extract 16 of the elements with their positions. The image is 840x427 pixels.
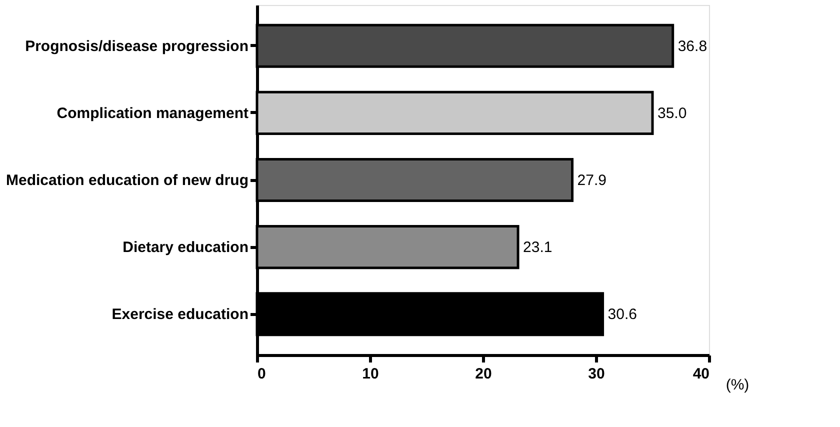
y-tick-label: Medication education of new drug	[6, 172, 248, 189]
data-label: 35.0	[658, 104, 687, 122]
y-tick-label: Exercise education	[112, 306, 248, 324]
x-tick-label: 30	[588, 366, 605, 382]
data-label: 27.9	[577, 172, 606, 189]
data-label: 23.1	[523, 239, 552, 256]
data-label: 36.8	[678, 38, 708, 55]
x-axis-title: (%)	[726, 376, 750, 394]
data-label: 30.6	[608, 306, 637, 324]
y-tick-label: Dietary education	[122, 239, 248, 256]
y-tick-label: Prognosis/disease progression	[25, 38, 248, 55]
x-tick-label: 0	[258, 366, 266, 382]
x-tick-label: 40	[692, 366, 710, 382]
x-tick-label: 10	[362, 366, 379, 382]
x-tick-label: 20	[475, 366, 492, 382]
y-tick-label: Complication management	[56, 104, 248, 122]
